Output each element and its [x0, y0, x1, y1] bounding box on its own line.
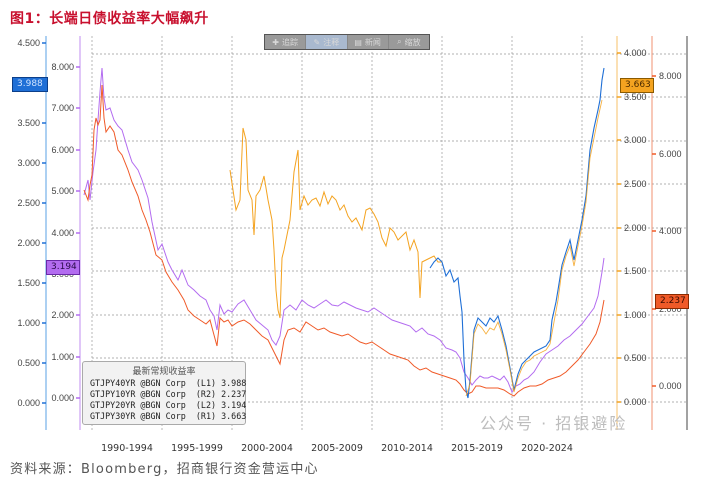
toolbar-zoom-button[interactable]: ⌕ 缩放	[397, 37, 421, 47]
series-40yr-line	[429, 67, 605, 399]
svg-text:4.000: 4.000	[624, 48, 647, 58]
svg-text:0.000: 0.000	[51, 393, 74, 403]
svg-text:8.000: 8.000	[659, 71, 682, 81]
legend-title: 最新常规收益率	[132, 367, 196, 377]
svg-text:1.000: 1.000	[51, 352, 74, 362]
svg-text:6.000: 6.000	[51, 145, 74, 155]
svg-text:0.500: 0.500	[17, 358, 40, 368]
svg-text:2.500: 2.500	[624, 179, 647, 189]
line-chart: 4.500 3.500 3.000 2.500 2.000 1.500 1.00…	[17, 36, 688, 430]
chart-legend: 最新常规收益率 GTJPY40YR @BGN Corp (L1) 3.988 G…	[82, 361, 246, 425]
x-label: 2000-2004	[241, 443, 293, 454]
x-label: 1995-1999	[171, 443, 223, 454]
svg-text:1.000: 1.000	[17, 318, 40, 328]
axis-r1: 4.000 3.500 3.000 2.500 2.000 1.500 1.00…	[616, 36, 647, 430]
svg-text:2.500: 2.500	[17, 198, 40, 208]
legend-item-40yr: GTJPY40YR @BGN Corp (L1) 3.988	[90, 377, 247, 388]
svg-text:5.000: 5.000	[51, 186, 74, 196]
r2-last-value-tag: 2.237	[655, 294, 689, 309]
source-note: 资料来源：Bloomberg，招商银行资金营运中心	[10, 462, 319, 477]
series-30yr-line	[229, 127, 442, 319]
svg-text:2.000: 2.000	[624, 223, 647, 233]
svg-text:3.500: 3.500	[17, 118, 40, 128]
legend-item-10yr: GTJPY10YR @BGN Corp (R2) 2.237	[90, 388, 247, 399]
legend-item-30yr: GTJPY30YR @BGN Corp (R1) 3.663	[90, 410, 247, 421]
watermark: 公众号 · 招银避险	[480, 414, 628, 433]
series-10yr-line	[83, 84, 605, 397]
series-30yr-line-recent	[465, 99, 603, 397]
svg-text:0.500: 0.500	[624, 353, 647, 363]
svg-text:1.500: 1.500	[624, 266, 647, 276]
svg-text:6.000: 6.000	[659, 149, 682, 159]
svg-text:7.000: 7.000	[51, 103, 74, 113]
x-label: 2020-2024	[521, 443, 573, 454]
svg-text:4.000: 4.000	[659, 226, 682, 236]
axis-l1: 4.500 3.500 3.000 2.500 2.000 1.500 1.00…	[17, 36, 47, 430]
chart-toolbar: ✚ 追踪 ✎ 注释 ▤ 新闻 ⌕ 缩放	[264, 34, 430, 50]
l2-last-value-tag: 3.194	[46, 260, 80, 275]
svg-text:1.500: 1.500	[17, 278, 40, 288]
x-label: 2015-2019	[451, 443, 503, 454]
zoom-icon: ⌕	[397, 37, 402, 46]
crosshair-icon: ✚	[272, 37, 279, 47]
toolbar-annotate-button[interactable]: ✎ 注释	[306, 35, 348, 49]
axis-r2: 8.000 6.000 4.000 2.000 0.000	[651, 36, 682, 430]
svg-text:3.000: 3.000	[17, 158, 40, 168]
x-label: 2005-2009	[311, 443, 363, 454]
svg-text:1.000: 1.000	[624, 310, 647, 320]
l1-last-value-tag: 3.988	[12, 77, 48, 92]
x-label: 1990-1994	[101, 443, 153, 454]
news-icon: ▤	[354, 37, 362, 47]
toolbar-track-button[interactable]: ✚ 追踪	[265, 35, 307, 49]
toolbar-news-button[interactable]: ▤ 新闻	[348, 35, 389, 49]
pencil-icon: ✎	[313, 37, 321, 47]
svg-text:3.500: 3.500	[624, 92, 647, 102]
svg-text:2.000: 2.000	[17, 238, 40, 248]
series-20yr-line	[83, 67, 605, 394]
vertical-gridlines	[91, 36, 583, 430]
chart-title: 图1：长端日债收益率大幅飙升	[10, 11, 209, 27]
svg-text:4.500: 4.500	[17, 38, 40, 48]
svg-text:4.000: 4.000	[51, 228, 74, 238]
legend-item-20yr: GTJPY20YR @BGN Corp (L2) 3.194	[90, 399, 247, 410]
svg-text:3.000: 3.000	[624, 135, 647, 145]
x-label: 2010-2014	[381, 443, 433, 454]
svg-text:0.000: 0.000	[659, 381, 682, 391]
axis-l2: 8.000 7.000 6.000 5.000 4.000 3.000 2.00…	[51, 36, 81, 430]
svg-text:2.000: 2.000	[51, 310, 74, 320]
svg-text:2.000: 2.000	[659, 304, 682, 314]
r1-last-value-tag: 3.663	[620, 78, 654, 93]
svg-text:0.000: 0.000	[624, 397, 647, 407]
svg-text:8.000: 8.000	[51, 62, 74, 72]
svg-text:0.000: 0.000	[17, 398, 40, 408]
